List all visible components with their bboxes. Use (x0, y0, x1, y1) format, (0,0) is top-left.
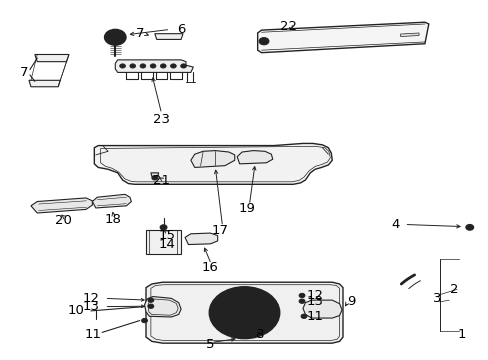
Polygon shape (31, 198, 92, 213)
Text: 7: 7 (20, 66, 28, 79)
Text: 2: 2 (449, 283, 457, 296)
Text: 16: 16 (202, 261, 218, 274)
Text: 18: 18 (104, 213, 121, 226)
Polygon shape (155, 34, 183, 40)
Polygon shape (144, 297, 181, 317)
Circle shape (120, 64, 125, 68)
Circle shape (235, 306, 253, 319)
Text: 8: 8 (254, 328, 263, 341)
Text: 5: 5 (206, 338, 214, 351)
Circle shape (160, 225, 166, 230)
Polygon shape (190, 150, 234, 167)
Text: 21: 21 (153, 174, 170, 187)
Circle shape (148, 298, 154, 302)
Circle shape (148, 304, 154, 309)
Polygon shape (237, 150, 272, 164)
Polygon shape (94, 143, 331, 184)
Circle shape (150, 64, 156, 68)
Polygon shape (400, 33, 418, 37)
Circle shape (142, 319, 147, 323)
Polygon shape (92, 194, 131, 208)
Text: 3: 3 (432, 292, 441, 305)
Text: 12: 12 (306, 289, 323, 302)
Circle shape (220, 295, 268, 330)
Polygon shape (115, 60, 193, 72)
Text: 7: 7 (135, 27, 143, 40)
Circle shape (152, 176, 158, 180)
Circle shape (259, 38, 268, 45)
Polygon shape (35, 54, 69, 62)
Text: 15: 15 (159, 229, 176, 242)
Text: 19: 19 (238, 202, 255, 215)
Circle shape (465, 225, 473, 230)
Circle shape (140, 64, 145, 68)
Polygon shape (151, 173, 158, 176)
Text: 17: 17 (211, 224, 228, 237)
Polygon shape (257, 22, 428, 53)
Circle shape (104, 30, 126, 45)
Text: 12: 12 (82, 292, 99, 305)
Circle shape (241, 311, 247, 315)
Text: 6: 6 (177, 23, 185, 36)
Circle shape (170, 64, 176, 68)
Circle shape (301, 314, 306, 319)
Polygon shape (29, 80, 60, 87)
Polygon shape (303, 300, 341, 318)
Text: 1: 1 (456, 328, 465, 341)
Bar (146, 230, 181, 253)
Polygon shape (184, 233, 217, 244)
Text: 9: 9 (347, 296, 355, 309)
Circle shape (299, 299, 305, 303)
Text: 4: 4 (391, 218, 399, 231)
Text: 10: 10 (68, 305, 84, 318)
Text: 22: 22 (279, 20, 296, 33)
Text: 11: 11 (306, 310, 323, 323)
Circle shape (180, 64, 186, 68)
Circle shape (209, 287, 279, 338)
Text: 11: 11 (84, 328, 102, 341)
Text: 13: 13 (82, 300, 99, 313)
Text: 20: 20 (55, 214, 71, 227)
Text: 13: 13 (306, 295, 323, 308)
Circle shape (130, 64, 135, 68)
Circle shape (299, 293, 305, 298)
Polygon shape (146, 282, 342, 343)
Text: 23: 23 (153, 113, 170, 126)
Text: 14: 14 (159, 238, 176, 251)
Circle shape (160, 64, 166, 68)
Circle shape (110, 34, 120, 41)
